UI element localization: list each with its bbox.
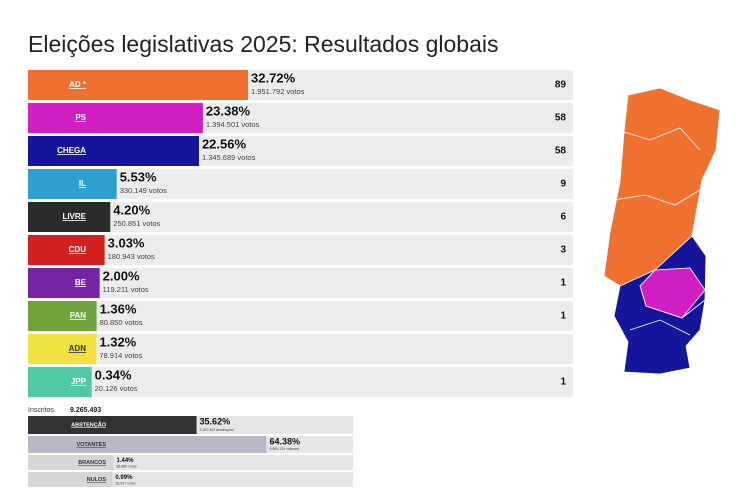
registered-value: 9.265.493: [70, 407, 101, 414]
category-label: LIVRE: [62, 212, 86, 221]
category-label: IL: [79, 179, 86, 188]
category-label: ABSTENÇÃO: [71, 421, 107, 428]
page-title: Eleições legislativas 2025: Resultados g…: [28, 31, 499, 57]
value-label: 2.00%: [103, 268, 140, 283]
seats-label: 9: [560, 179, 566, 190]
category-box: [28, 70, 90, 100]
category-label: BE: [75, 278, 87, 287]
vote-label: 80.850 votos: [100, 318, 143, 327]
category-box: [28, 301, 90, 331]
value-label: 3.03%: [108, 235, 145, 250]
category-box: [28, 416, 110, 434]
seats-label: 1: [560, 311, 566, 322]
category-box: [28, 235, 90, 265]
category-label: BRANCOS: [78, 460, 106, 466]
seats-label: 58: [555, 113, 567, 124]
category-label: PS: [75, 113, 86, 122]
bar: [110, 416, 197, 434]
value-label: 0.34%: [95, 367, 132, 382]
seats-label: 3: [560, 245, 566, 256]
bar: [90, 169, 117, 199]
bar-track: [28, 367, 573, 397]
vote-label: 1.951.792 votos: [251, 87, 305, 96]
value-label: 23.38%: [206, 103, 251, 118]
category-box: [28, 436, 110, 453]
seats-label: 1: [560, 377, 566, 388]
bar: [90, 334, 97, 364]
bar: [90, 367, 92, 397]
vote-label: 119.211 votos: [103, 285, 149, 294]
category-box: [28, 334, 90, 364]
value-label: 1.32%: [99, 334, 136, 349]
vote-label: 85.860 votos: [116, 465, 136, 469]
vote-label: 1.345.689 votos: [202, 153, 256, 162]
vote-label: 1.394.501 votos: [206, 120, 260, 129]
vote-label: 59.057 votos: [115, 482, 135, 486]
bar-track: [28, 268, 573, 298]
category-box: [28, 268, 90, 298]
category-label: AD *: [69, 80, 87, 89]
bar-track: [28, 301, 573, 331]
category-box: [28, 202, 90, 232]
map-border: [629, 319, 691, 336]
bar-track: [28, 235, 573, 265]
value-label: 32.72%: [251, 70, 296, 85]
bar-track: [28, 334, 573, 364]
vote-label: 330.149 votos: [120, 186, 167, 195]
seats-label: 58: [555, 146, 567, 157]
category-label: ADN: [69, 344, 87, 353]
value-label: 22.56%: [202, 136, 247, 151]
category-label: VOTANTES: [76, 442, 106, 448]
category-box: [28, 367, 90, 397]
value-label: 1.36%: [100, 301, 137, 316]
vote-label: 78.914 votos: [99, 351, 142, 360]
bar: [110, 436, 267, 453]
bar-track: [28, 169, 573, 199]
bar: [90, 70, 249, 100]
bar: [110, 455, 114, 470]
value-label: 5.53%: [120, 169, 157, 184]
seats-label: 1: [560, 278, 566, 289]
bar: [90, 301, 97, 331]
value-label: 35.62%: [200, 417, 231, 427]
category-box: [28, 136, 90, 166]
bar: [90, 103, 203, 133]
category-box: [28, 103, 90, 133]
bar: [90, 268, 100, 298]
map-border: [613, 189, 701, 206]
bar: [90, 202, 111, 232]
bar: [90, 136, 199, 166]
value-label: 1.44%: [116, 458, 134, 464]
category-label: NULOS: [87, 477, 107, 483]
vote-label: 3.300.369 abstenções: [200, 428, 235, 432]
category-label: CHEGA: [57, 146, 86, 155]
category-box: [28, 472, 110, 487]
vote-label: 180.943 votos: [108, 252, 155, 261]
category-box: [28, 455, 110, 470]
portugal-map: [603, 87, 721, 375]
value-label: 0.99%: [115, 475, 133, 481]
seats-label: 6: [560, 212, 566, 223]
bar-track: [28, 202, 573, 232]
category-label: PAN: [70, 311, 87, 320]
category-box: [28, 169, 90, 199]
bar: [110, 472, 113, 487]
category-label: CDU: [69, 245, 87, 254]
map-border: [623, 127, 701, 151]
category-label: JPP: [71, 377, 87, 386]
registered-label: Inscritos: [28, 407, 55, 414]
value-label: 64.38%: [269, 436, 300, 446]
map-south: [613, 269, 706, 375]
vote-label: 250.851 votos: [113, 219, 160, 228]
bar: [90, 235, 105, 265]
vote-label: 5.965.124 votantes: [269, 447, 299, 451]
value-label: 4.20%: [113, 202, 150, 217]
vote-label: 20.126 votos: [95, 384, 138, 393]
seats-label: 89: [555, 80, 567, 91]
